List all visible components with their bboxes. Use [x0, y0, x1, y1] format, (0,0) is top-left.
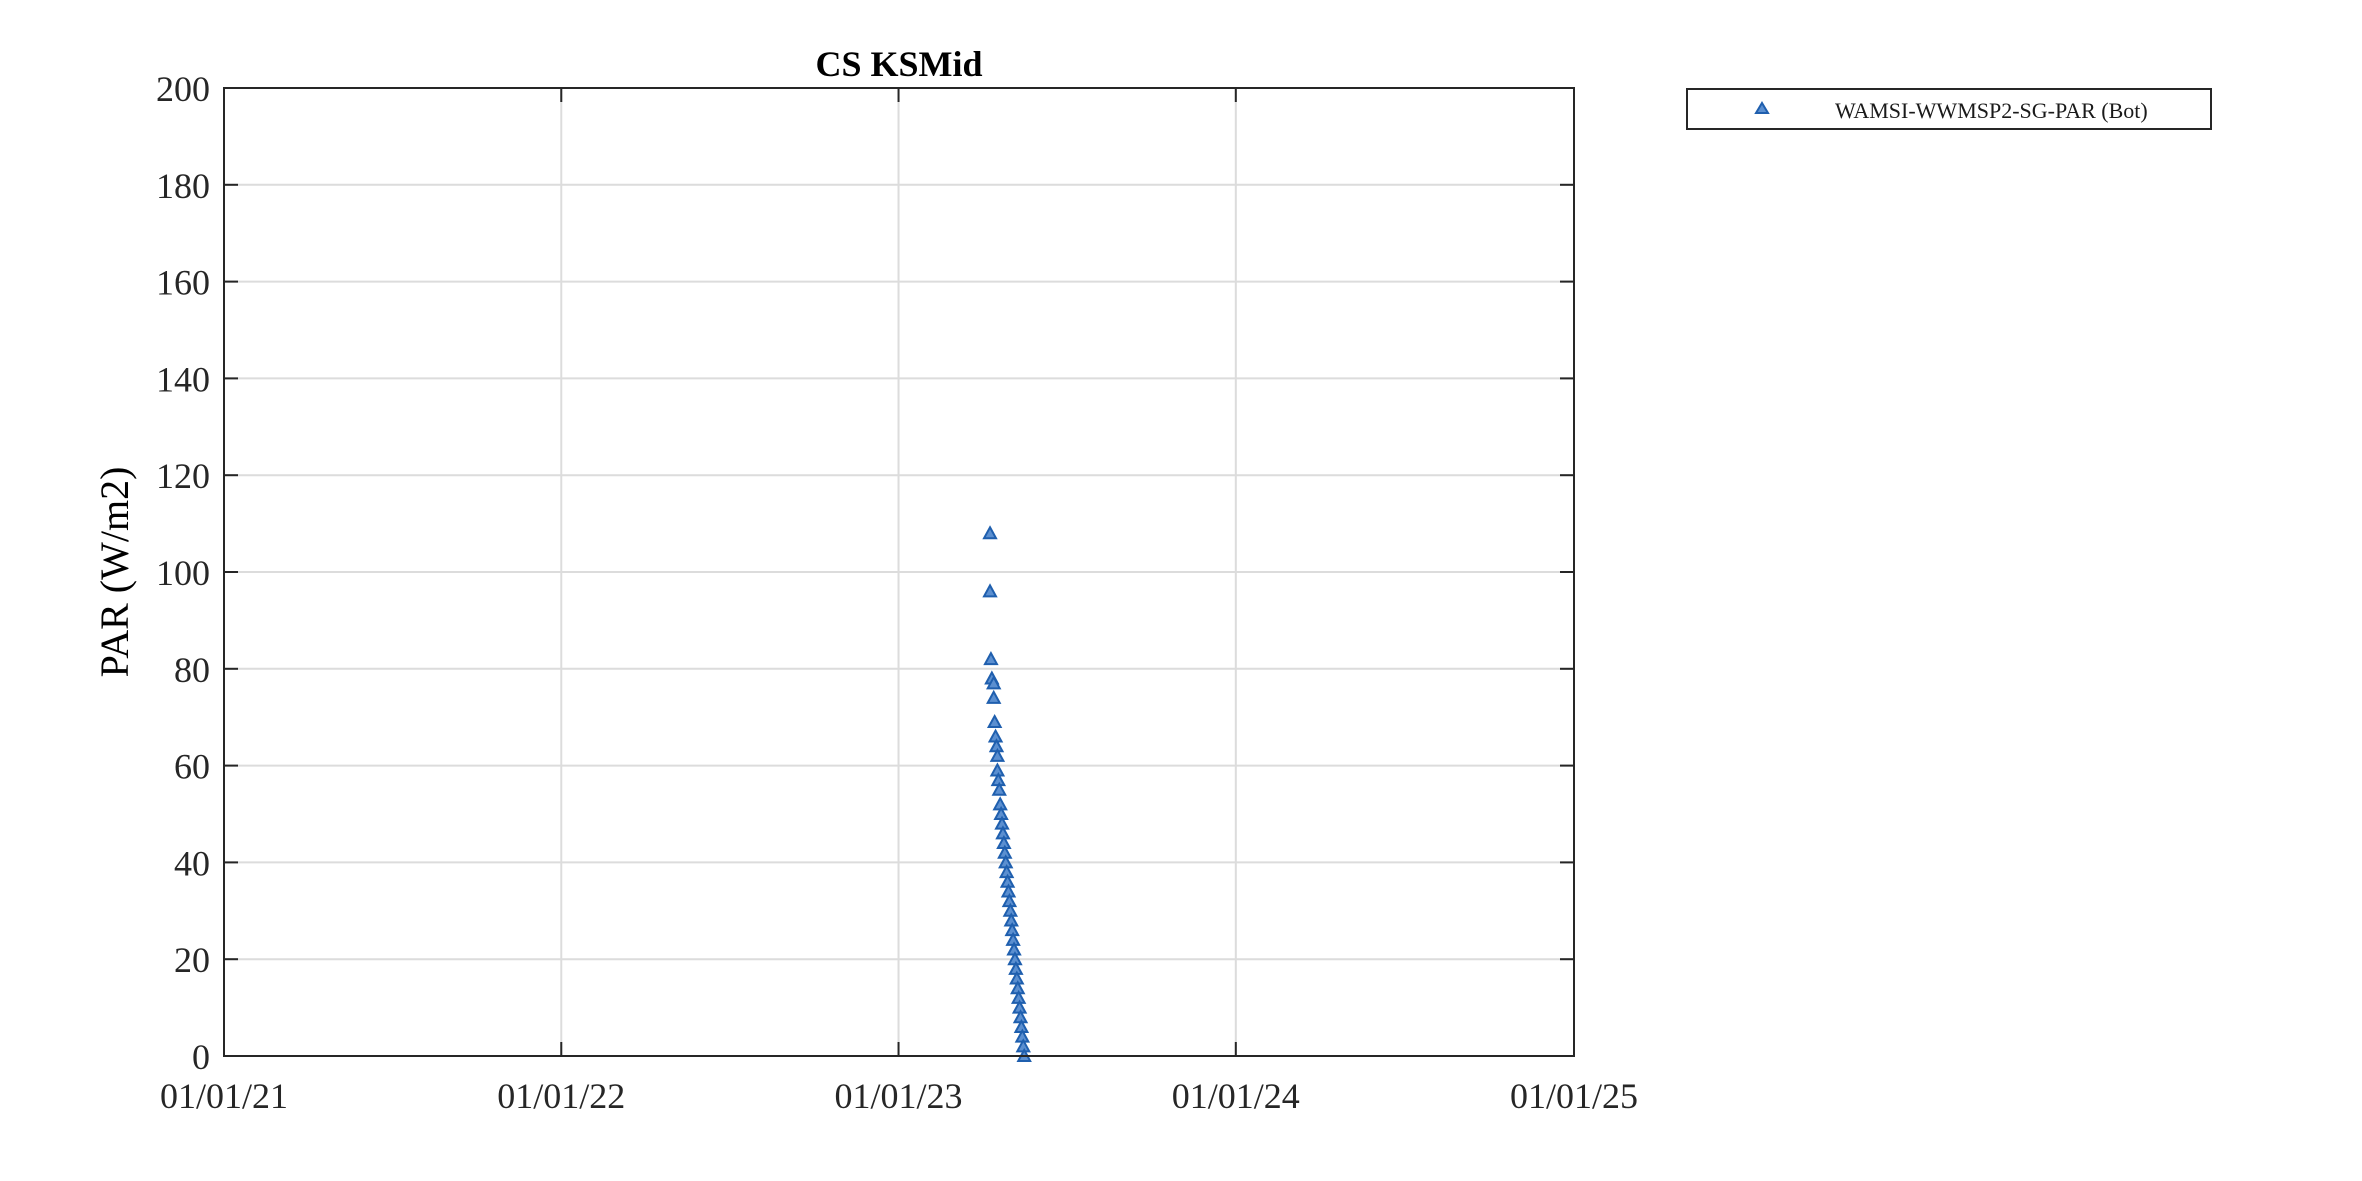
y-axis-label: PAR (W/m2) — [92, 467, 137, 678]
data-point — [983, 651, 999, 666]
y-tick-label: 180 — [156, 166, 210, 206]
y-tick-label: 60 — [174, 747, 210, 787]
y-tick-label: 120 — [156, 456, 210, 496]
x-tick-label: 01/01/25 — [1510, 1076, 1638, 1116]
legend-marker-triangle-icon — [1754, 101, 1770, 114]
data-points — [982, 525, 1032, 1062]
x-tick-label: 01/01/22 — [497, 1076, 625, 1116]
y-tick-label: 140 — [156, 359, 210, 399]
data-point — [982, 583, 998, 598]
x-tick-label: 01/01/24 — [1172, 1076, 1300, 1116]
y-tick-label: 100 — [156, 553, 210, 593]
y-tick-label: 200 — [156, 69, 210, 109]
data-point — [991, 781, 1007, 796]
data-point — [986, 675, 1002, 690]
chart-title: CS KSMid — [815, 44, 982, 84]
legend: WAMSI-WWMSP2-SG-PAR (Bot) — [1686, 88, 2212, 130]
y-tick-label: 80 — [174, 650, 210, 690]
grid-lines — [223, 87, 1575, 1057]
axis-ticks — [223, 87, 1575, 1057]
legend-label: WAMSI-WWMSP2-SG-PAR (Bot) — [1835, 98, 2148, 123]
tick-labels: 0 20 40 60 80 100 120 140 160 180 200 01/01/21 01/01… — [156, 69, 1638, 1116]
data-point — [982, 525, 998, 540]
data-point — [989, 747, 1006, 762]
y-tick-label: 20 — [174, 940, 210, 980]
y-tick-label: 160 — [156, 263, 210, 303]
x-tick-label: 01/01/23 — [835, 1076, 963, 1116]
data-point — [986, 713, 1003, 729]
x-tick-label: 01/01/21 — [160, 1076, 288, 1116]
y-tick-label: 0 — [192, 1037, 210, 1077]
y-tick-label: 40 — [174, 843, 210, 883]
data-point — [986, 689, 1002, 704]
